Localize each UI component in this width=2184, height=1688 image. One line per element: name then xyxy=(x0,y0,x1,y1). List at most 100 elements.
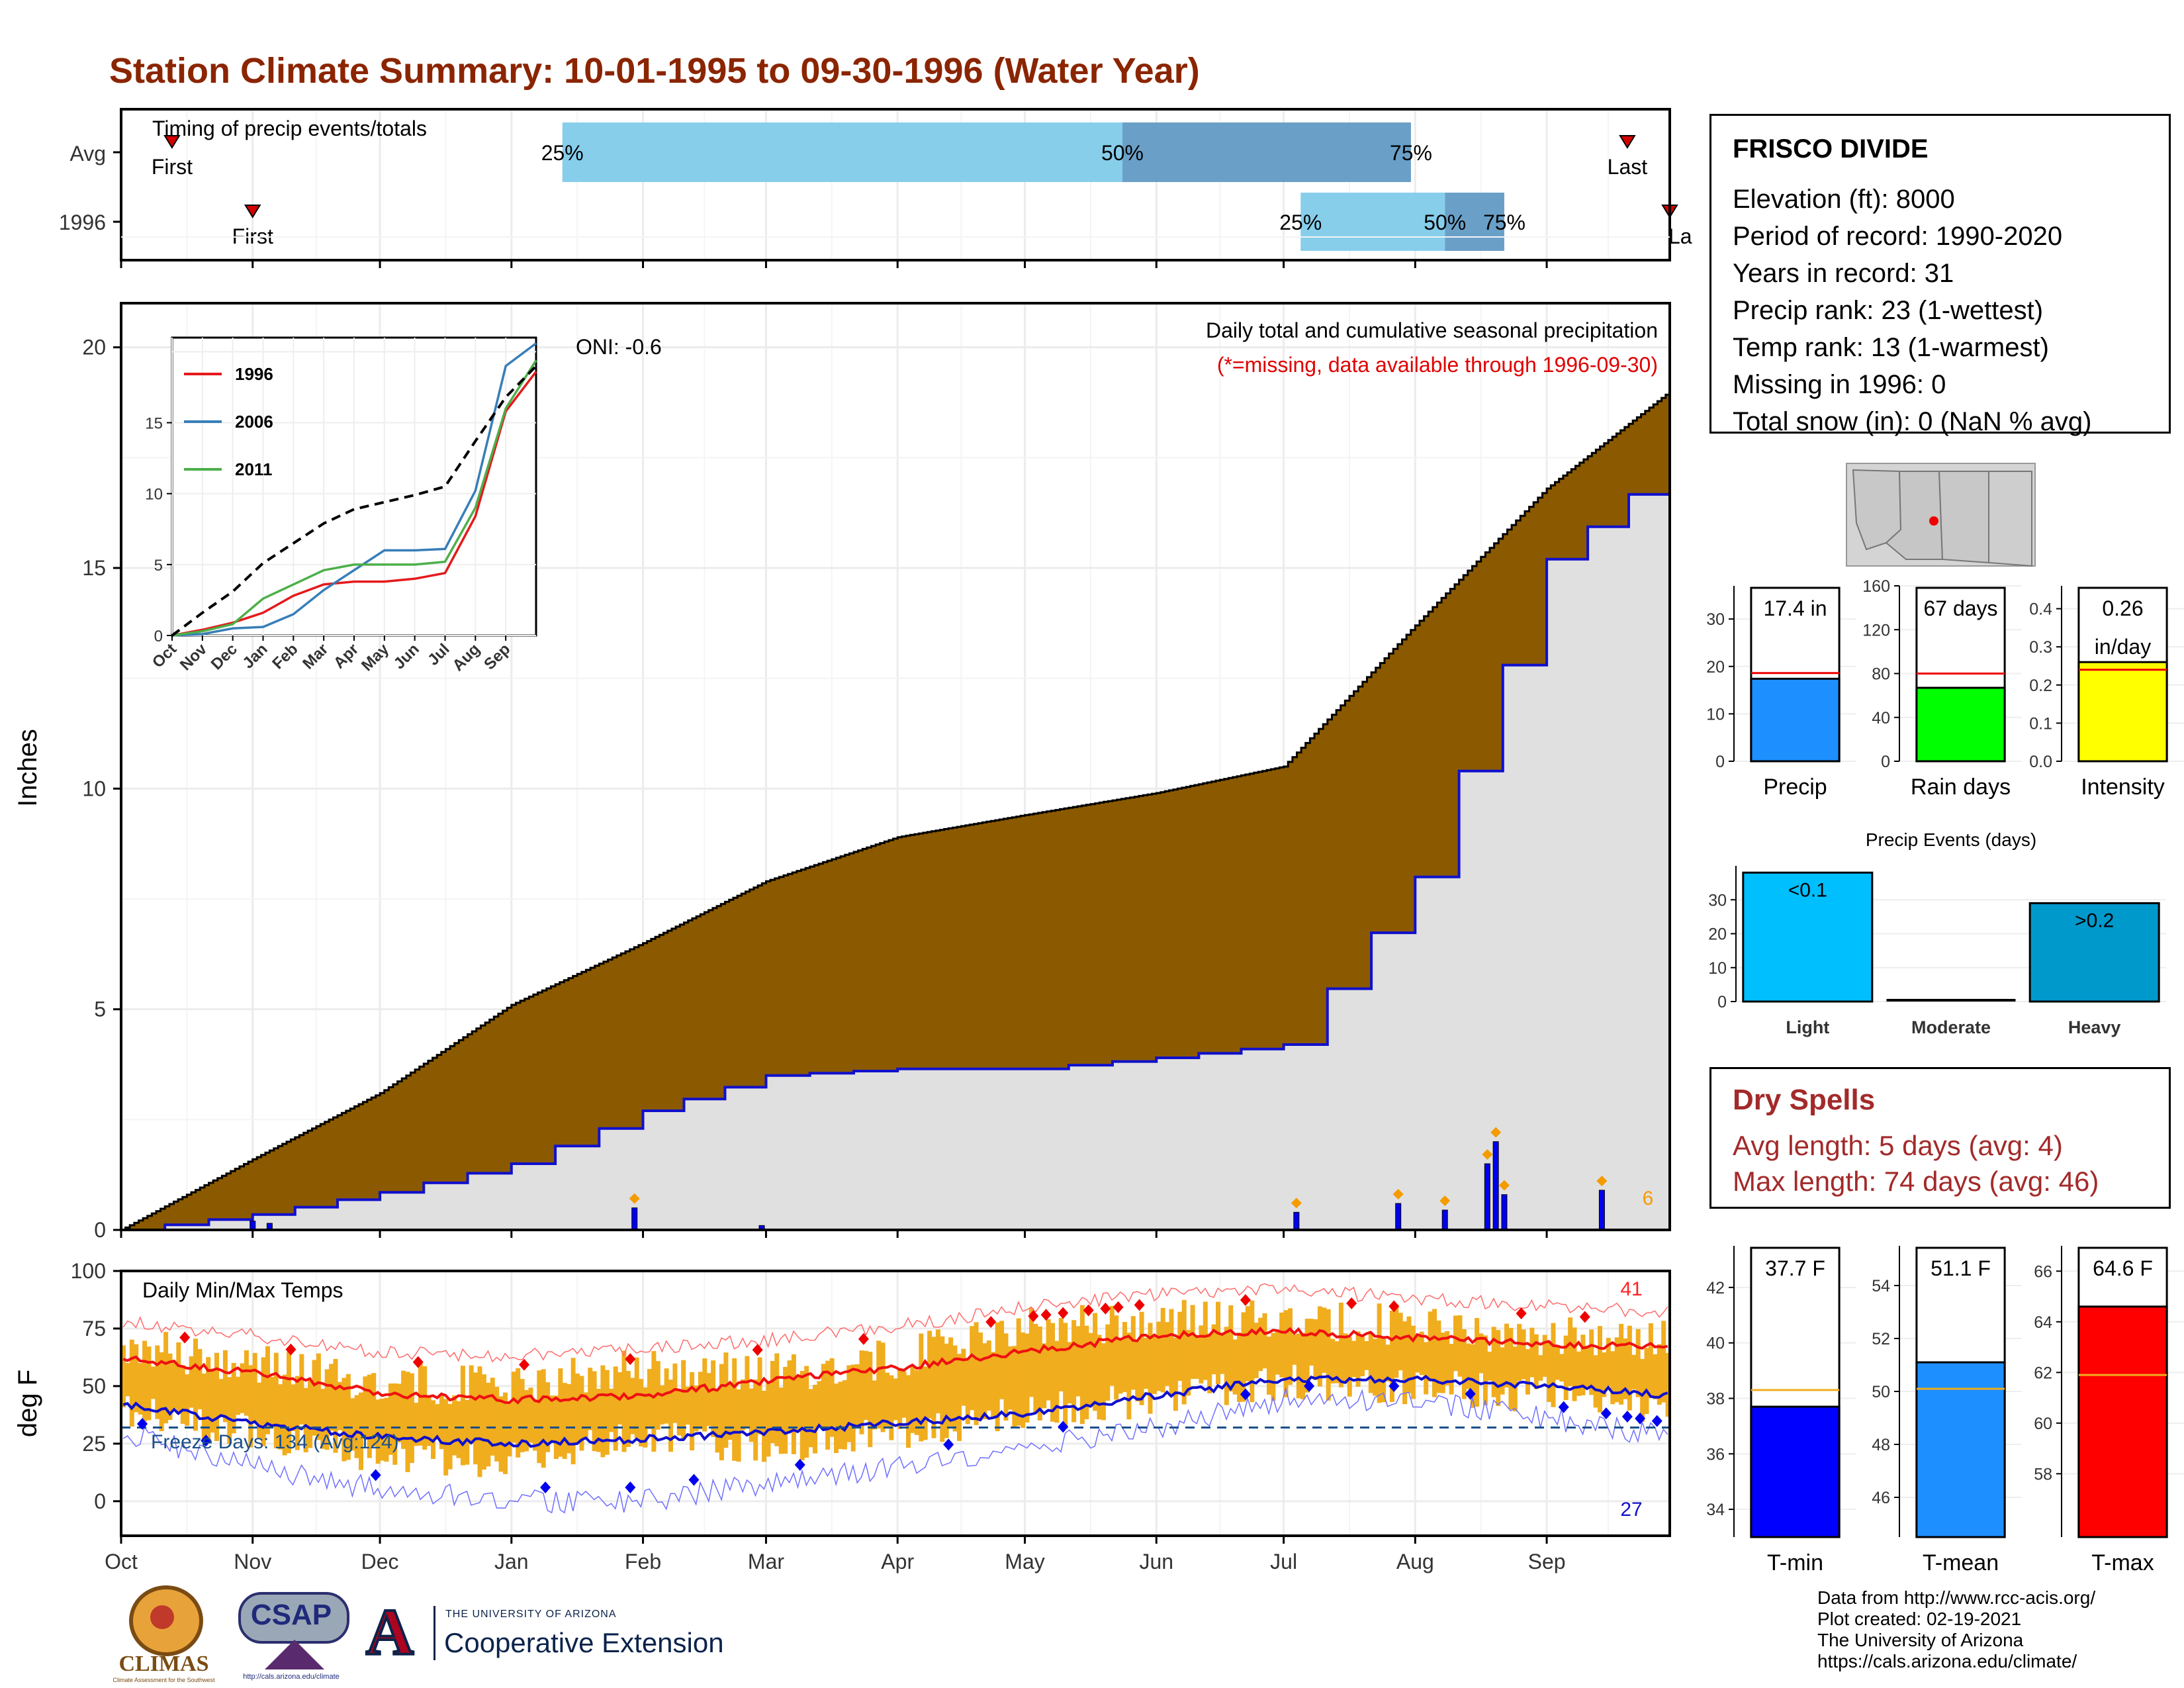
daily-temp-bar xyxy=(799,1371,805,1460)
daily-temp-bar xyxy=(791,1354,796,1454)
daily-temp-bar xyxy=(1470,1344,1475,1408)
daily-temp-bar xyxy=(970,1326,975,1411)
daily-temp-bar xyxy=(1156,1321,1161,1391)
year-cumulative-area xyxy=(121,462,1670,1230)
daily-temp-bar xyxy=(481,1374,486,1470)
daily-temp-bar xyxy=(1428,1311,1433,1382)
daily-temp-bar xyxy=(1304,1319,1310,1393)
daily-temp-bar xyxy=(1075,1326,1081,1397)
year-cumulative-line xyxy=(121,462,1671,1231)
daily-temp-bar xyxy=(1576,1351,1581,1396)
daily-temp-bar xyxy=(1330,1338,1336,1383)
daily-temp-bar xyxy=(490,1378,495,1456)
timing-bar-q1 xyxy=(1300,193,1445,251)
daily-temp-bar xyxy=(1466,1343,1471,1389)
daily-temp-bar xyxy=(1445,1331,1450,1385)
rain-days-y-tick-label: 80 xyxy=(1872,665,1890,684)
tmax-bar xyxy=(2077,1305,2168,1538)
daily-temp-bar xyxy=(668,1380,673,1452)
footer-university: The University of Arizona xyxy=(1817,1630,2024,1650)
precip-total-y-tick-label: 0 xyxy=(1715,753,1725,771)
daily-temp-bar xyxy=(329,1364,334,1431)
daily-temp-bar xyxy=(1109,1305,1115,1386)
daily-temp-bar xyxy=(813,1385,817,1454)
daily-temp-bar xyxy=(570,1358,576,1465)
daily-temp-bar xyxy=(273,1352,279,1448)
timing-bar-q1 xyxy=(562,122,1122,182)
daily-temp-bar xyxy=(1360,1336,1365,1376)
daily-temp-bar xyxy=(885,1372,889,1428)
daily-temp-bar xyxy=(1003,1333,1009,1421)
climas-logo: CLIMAS Climate Assessment for the Southw… xyxy=(109,1585,218,1685)
oni-label: ONI: -0.6 xyxy=(576,335,662,359)
daily-temp-bar xyxy=(1453,1315,1458,1372)
daily-temp-bar xyxy=(1262,1313,1267,1369)
precip-events-y-tick-label: 20 xyxy=(1708,925,1727,944)
daily-temp-bar xyxy=(236,1376,241,1415)
daily-temp-bar xyxy=(303,1387,308,1452)
daily-temp-bar xyxy=(1042,1343,1047,1409)
inset-legend-label: 1996 xyxy=(235,364,273,384)
daily-temp-bar xyxy=(1623,1338,1628,1399)
daily-temp-bar xyxy=(1317,1306,1322,1387)
daily-temp-bar xyxy=(125,1363,130,1397)
figure-title: Station Climate Summary: 10-01-1995 to 0… xyxy=(109,51,1200,91)
daily-temp-bar xyxy=(1479,1333,1484,1374)
tmax-value-label: 64.6 F xyxy=(2093,1256,2153,1280)
daily-temp-bar xyxy=(880,1342,886,1432)
daily-temp-bar xyxy=(456,1401,461,1458)
daily-temp-bar xyxy=(1521,1329,1526,1380)
daily-temp-bar xyxy=(1250,1300,1255,1403)
daily-temp-bar xyxy=(1101,1343,1106,1421)
record-high-marker xyxy=(1134,1299,1145,1311)
record-high-marker xyxy=(858,1333,869,1345)
daily-temp-bar xyxy=(1118,1339,1123,1394)
daily-temp-bar xyxy=(1007,1346,1013,1410)
daily-temp-bar xyxy=(842,1380,847,1450)
station-elevation: Elevation (ft): 8000 xyxy=(1733,185,1955,214)
daily-temp-bar xyxy=(375,1399,381,1464)
daily-temp-bar xyxy=(1016,1318,1021,1426)
temp-title: Daily Min/Max Temps xyxy=(142,1278,343,1302)
daily-temp-bar xyxy=(431,1400,435,1459)
daily-temp-bar xyxy=(150,1366,156,1399)
record-low-marker xyxy=(137,1418,148,1430)
tmean-y-tick-label: 54 xyxy=(1872,1277,1890,1295)
daily-temp-bar xyxy=(1253,1323,1259,1378)
station-info-box: FRISCO DIVIDE Elevation (ft): 8000 Perio… xyxy=(1709,114,2171,436)
precip-total-category-label: Precip xyxy=(1763,774,1827,800)
timing-last-label: La xyxy=(1668,224,1692,248)
daily-temp-bar xyxy=(414,1403,419,1446)
tmax-y-tick-label: 58 xyxy=(2034,1465,2052,1483)
daily-temp-bar xyxy=(927,1331,933,1419)
daily-temp-bar xyxy=(1563,1335,1569,1400)
intensity-y-tick-label: 0.4 xyxy=(2029,600,2052,619)
record-low-marker xyxy=(1558,1401,1569,1413)
daily-temp-bar xyxy=(1377,1303,1382,1403)
daily-temp-bar xyxy=(711,1360,716,1437)
record-low-marker xyxy=(201,1434,212,1447)
daily-temp-bar xyxy=(146,1346,152,1421)
daily-temp-bar xyxy=(524,1389,529,1452)
record-high-marker xyxy=(1240,1293,1251,1306)
daily-temp-bar xyxy=(1394,1304,1399,1378)
record-high-marker xyxy=(1516,1307,1527,1320)
daily-temp-bar xyxy=(282,1374,287,1456)
daily-temp-bar xyxy=(350,1398,355,1451)
daily-temp-bar xyxy=(592,1371,597,1452)
daily-temp-bar xyxy=(651,1351,657,1452)
daily-temp-bar xyxy=(1661,1321,1666,1403)
daily-temp-bar xyxy=(1012,1346,1017,1428)
daily-temp-bar xyxy=(248,1365,253,1448)
daily-temp-bar xyxy=(1500,1347,1505,1395)
daily-temp-bar xyxy=(214,1352,219,1441)
daily-temp-bar xyxy=(405,1372,410,1472)
daily-temp-bar xyxy=(443,1399,449,1476)
daily-temp-bar xyxy=(1326,1309,1331,1401)
daily-temp-bar xyxy=(1644,1348,1649,1414)
record-high-marker xyxy=(625,1353,636,1366)
tmin-bar xyxy=(1750,1405,1841,1538)
daily-temp-bar xyxy=(1199,1325,1204,1383)
temp-y-tick-label: 100 xyxy=(71,1259,106,1283)
daily-temp-bar xyxy=(142,1340,148,1422)
